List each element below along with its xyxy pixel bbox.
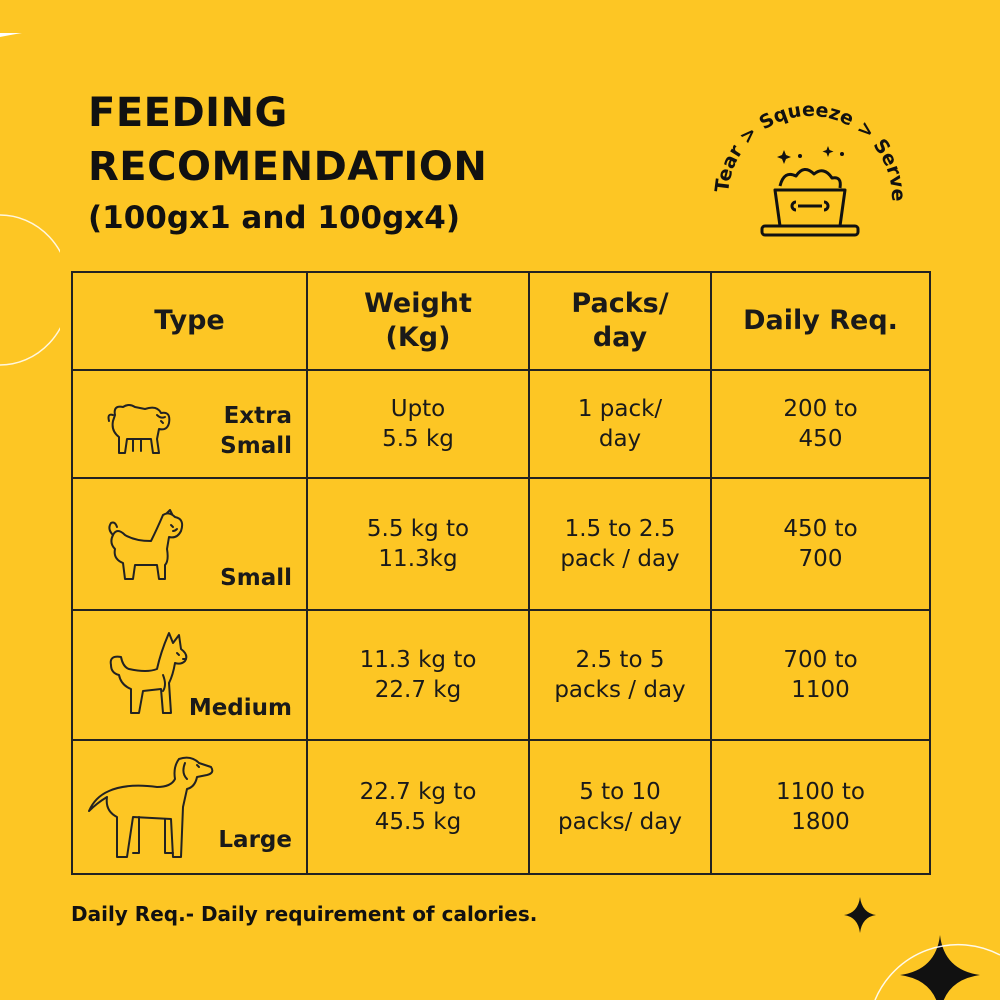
weight-line1: Upto [390, 396, 446, 422]
type-label: Extra Small [220, 401, 292, 461]
daily-line1: 700 to [783, 647, 858, 673]
shih-tzu-icon [108, 509, 184, 580]
feeding-table: Type Weight (Kg) Packs/ day Daily Req. E… [71, 271, 931, 875]
badge-sep-2: > [853, 117, 879, 144]
sparkle-top-left-icon [0, 33, 22, 37]
spitz-icon [109, 632, 188, 714]
type-cell: Extra Small [71, 369, 308, 479]
header-weight-line2: (Kg) [385, 322, 451, 353]
packs-line2: pack / day [560, 546, 680, 572]
type-label: Small [220, 565, 292, 591]
type-cell: Large [71, 739, 308, 875]
weight-cell: 22.7 kg to 45.5 kg [306, 739, 530, 875]
weight-line1: 22.7 kg to [359, 779, 477, 805]
footnote: Daily Req.- Daily requirement of calorie… [71, 902, 538, 926]
daily-line1: 450 to [783, 516, 858, 542]
tear-squeeze-serve-badge: Tear > Squeeze > Serve [711, 99, 909, 237]
packs-line2: packs / day [554, 677, 686, 703]
header-packs: Packs/ day [528, 271, 712, 371]
type-label: Medium [188, 695, 292, 721]
weight-line2: 45.5 kg [374, 809, 462, 835]
weight-cell: 5.5 kg to 11.3kg [306, 477, 530, 611]
labrador-icon [88, 756, 214, 858]
daily-line2: 450 [798, 426, 843, 452]
food-bowl-icon [760, 168, 860, 237]
daily-line1: 1100 to [776, 779, 865, 805]
daily-line2: 1800 [791, 809, 850, 835]
table-row: Medium 11.3 kg to 22.7 kg 2.5 to 5 packs… [71, 609, 931, 741]
weight-line2: 22.7 kg [374, 677, 462, 703]
packs-line2: packs/ day [557, 809, 682, 835]
daily-cell: 700 to 1100 [710, 609, 931, 741]
svg-text:Tear > Squeeze: Tear > Squeeze > Serve [711, 99, 909, 202]
table-row: Small 5.5 kg to 11.3kg 1.5 to 2.5 pack /… [71, 477, 931, 611]
weight-line1: 5.5 kg to [366, 516, 470, 542]
header-weight-line1: Weight [364, 288, 472, 319]
type-label-line1: Extra [223, 403, 292, 429]
packs-cell: 1.5 to 2.5 pack / day [528, 477, 712, 611]
packs-line1: 1.5 to 2.5 [564, 516, 676, 542]
badge-sep-1: > [735, 122, 762, 149]
packs-line1: 5 to 10 [579, 779, 661, 805]
header-daily: Daily Req. [710, 271, 931, 371]
packs-line1: 2.5 to 5 [575, 647, 665, 673]
weight-line1: 11.3 kg to [359, 647, 477, 673]
header-packs-line2: day [592, 322, 648, 353]
type-label: Large [218, 827, 292, 853]
table-row: Large 22.7 kg to 45.5 kg 5 to 10 packs/ … [71, 739, 931, 875]
pack-size-subtitle: (100gx1 and 100gx4) [88, 200, 461, 236]
type-label-line2: Small [220, 433, 292, 459]
badge-word-serve: Serve [869, 135, 909, 202]
packs-cell: 2.5 to 5 packs / day [528, 609, 712, 741]
header-packs-line1: Packs/ [571, 288, 669, 319]
weight-cell: 11.3 kg to 22.7 kg [306, 609, 530, 741]
sparkle-bottom-right-icon [844, 897, 1000, 1000]
badge-word-squeeze: Squeeze [756, 99, 858, 134]
type-cell: Medium [71, 609, 308, 741]
packs-line2: day [598, 426, 642, 452]
weight-cell: Upto 5.5 kg [306, 369, 530, 479]
daily-cell: 1100 to 1800 [710, 739, 931, 875]
arc-left-decoration [0, 214, 60, 366]
weight-line2: 5.5 kg [382, 426, 454, 452]
daily-line2: 1100 [791, 677, 850, 703]
packs-line1: 1 pack/ [577, 396, 663, 422]
title-line-2: RECOMENDATION [88, 144, 488, 190]
header-type: Type [71, 271, 308, 371]
weight-line2: 11.3kg [378, 546, 458, 572]
daily-line1: 200 to [783, 396, 858, 422]
type-cell: Small [71, 477, 308, 611]
daily-cell: 450 to 700 [710, 477, 931, 611]
table-row: Extra Small Upto 5.5 kg 1 pack/ day 200 … [71, 369, 931, 479]
header-weight: Weight (Kg) [306, 271, 530, 371]
badge-word-tear: Tear [711, 141, 748, 194]
packs-cell: 1 pack/ day [528, 369, 712, 479]
packs-cell: 5 to 10 packs/ day [528, 739, 712, 875]
title-line-1: FEEDING [88, 90, 288, 136]
page-title: FEEDING RECOMENDATION [88, 86, 487, 194]
daily-line2: 700 [798, 546, 843, 572]
table-header-row: Type Weight (Kg) Packs/ day Daily Req. [71, 271, 931, 371]
pug-icon [107, 404, 171, 454]
daily-cell: 200 to 450 [710, 369, 931, 479]
